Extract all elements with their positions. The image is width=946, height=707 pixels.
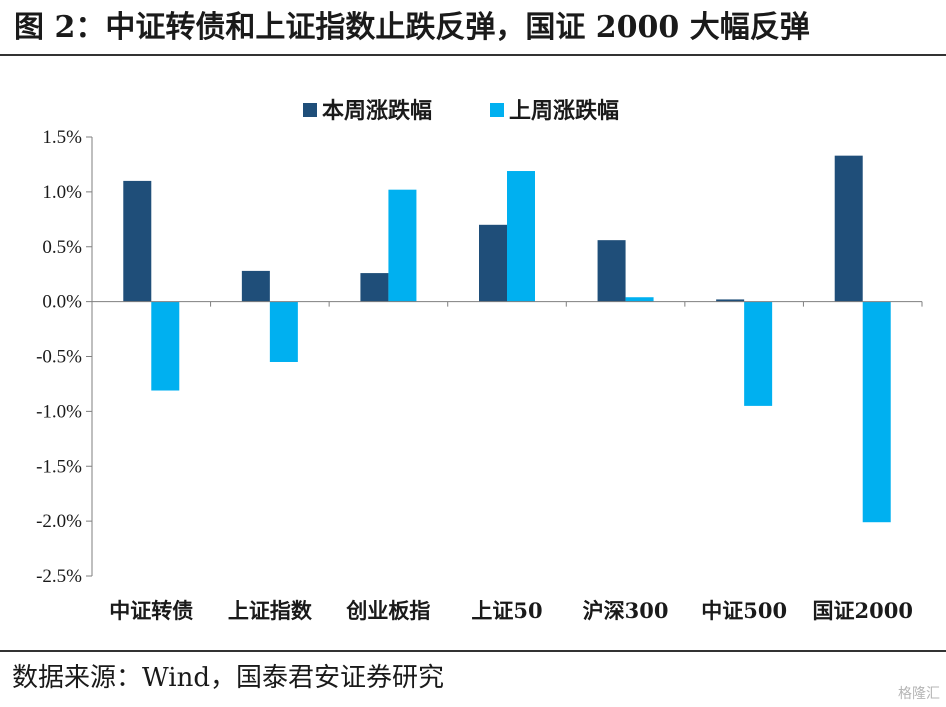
watermark-logo: 格隆汇 [898, 686, 940, 702]
y-tick-label: 0.5% [42, 237, 82, 258]
y-tick-label: -0.5% [36, 347, 82, 368]
y-tick-label: -1.0% [36, 401, 82, 422]
category-label: 创业板指 [345, 598, 430, 623]
y-tick-label: 1.0% [42, 182, 82, 203]
bar-last-week-1 [269, 301, 298, 362]
bar-last-week-4 [625, 297, 654, 302]
source-note: 数据来源：Wind，国泰君安证券研究 [12, 663, 444, 693]
category-label: 国证2000 [812, 598, 912, 623]
bar-last-week-6 [862, 301, 891, 523]
y-tick-label: -1.5% [36, 456, 82, 477]
bar-this-week-1 [241, 270, 270, 302]
legend-label-this-week: 本周涨跌幅 [322, 98, 432, 124]
category-label: 中证转债 [109, 598, 193, 623]
category-label: 上证50 [471, 598, 542, 623]
bar-this-week-0 [123, 180, 152, 302]
legend-label-last-week: 上周涨跌幅 [509, 98, 619, 124]
legend-swatch-this-week [303, 103, 317, 117]
bar-this-week-6 [834, 155, 863, 302]
bar-last-week-5 [744, 301, 773, 406]
bar-this-week-3 [479, 224, 507, 302]
bar-last-week-0 [151, 301, 180, 391]
bar-this-week-4 [597, 240, 626, 302]
top-divider [0, 54, 946, 56]
y-tick-label: -2.5% [36, 566, 82, 587]
category-label: 中证500 [701, 598, 787, 623]
category-label: 上证指数 [228, 598, 313, 623]
y-tick-label: 1.5% [42, 127, 82, 148]
y-tick-label: -2.0% [36, 511, 82, 532]
y-tick-label: 0.0% [42, 292, 82, 313]
chart-title: 图 2：中证转债和上证指数止跌反弹，国证 2000 大幅反弹 [14, 10, 810, 45]
category-label: 沪深300 [583, 598, 669, 623]
bar-last-week-3 [507, 171, 535, 302]
bottom-divider [0, 650, 946, 652]
bar-last-week-2 [388, 189, 417, 302]
legend-swatch-last-week [490, 103, 504, 117]
bar-this-week-2 [360, 273, 389, 302]
bar-this-week-5 [716, 299, 745, 302]
